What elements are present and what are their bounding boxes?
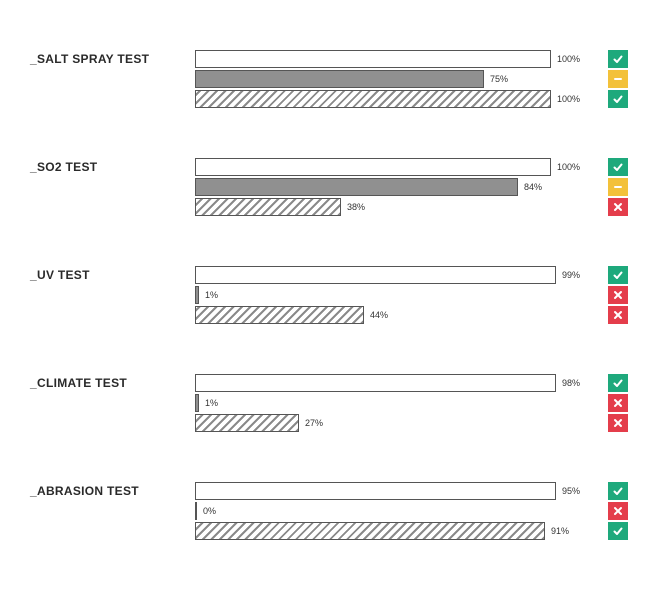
bar-fill xyxy=(195,502,197,520)
bars-column: 98% 1% 27% xyxy=(195,374,580,434)
bar-fill xyxy=(195,266,556,284)
check-icon xyxy=(608,90,628,108)
test-group: _CLIMATE TEST 98% 1% 27% xyxy=(30,374,638,434)
bar-track xyxy=(195,50,551,68)
bar-value-label: 98% xyxy=(562,378,580,388)
bar-value-label: 0% xyxy=(203,506,216,516)
dash-icon xyxy=(608,70,628,88)
status-column xyxy=(608,266,638,326)
status-column xyxy=(608,482,638,542)
bar-value-label: 100% xyxy=(557,162,580,172)
bar-track xyxy=(195,286,199,304)
check-icon xyxy=(608,158,628,176)
bar-fill xyxy=(195,522,545,540)
bar-fill xyxy=(195,306,364,324)
bar-track xyxy=(195,266,556,284)
chart-root: _SALT SPRAY TEST100%75%100%_SO2 TEST100%… xyxy=(30,50,638,542)
bar-fill xyxy=(195,70,484,88)
cross-icon xyxy=(608,306,628,324)
bars-column: 100% 75% 100% xyxy=(195,50,580,110)
bar-track xyxy=(195,394,199,412)
bar-track xyxy=(195,90,551,108)
bar-track xyxy=(195,70,484,88)
bar-row: 1% xyxy=(195,394,580,412)
bar-fill xyxy=(195,374,556,392)
status-column xyxy=(608,158,638,218)
bar-value-label: 27% xyxy=(305,418,323,428)
status-column xyxy=(608,50,638,110)
bar-value-label: 44% xyxy=(370,310,388,320)
test-group: _ABRASION TEST 95% 0% 91% xyxy=(30,482,638,542)
check-icon xyxy=(608,374,628,392)
bar-row: 100% xyxy=(195,50,580,68)
bar-track xyxy=(195,414,299,432)
cross-icon xyxy=(608,502,628,520)
cross-icon xyxy=(608,198,628,216)
check-icon xyxy=(608,482,628,500)
cross-icon xyxy=(608,286,628,304)
bar-row: 75% xyxy=(195,70,580,88)
test-label: _ABRASION TEST xyxy=(30,482,195,498)
check-icon xyxy=(608,522,628,540)
bar-track xyxy=(195,178,518,196)
bar-value-label: 91% xyxy=(551,526,569,536)
bar-fill xyxy=(195,286,199,304)
bars-column: 95% 0% 91% xyxy=(195,482,580,542)
test-label: _CLIMATE TEST xyxy=(30,374,195,390)
status-column xyxy=(608,374,638,434)
test-group: _UV TEST 99% 1% 44% xyxy=(30,266,638,326)
bar-track xyxy=(195,502,197,520)
bar-value-label: 95% xyxy=(562,486,580,496)
bar-value-label: 100% xyxy=(557,94,580,104)
bar-value-label: 100% xyxy=(557,54,580,64)
bar-value-label: 99% xyxy=(562,270,580,280)
bar-fill xyxy=(195,414,299,432)
bar-fill xyxy=(195,50,551,68)
bar-row: 95% xyxy=(195,482,580,500)
bar-row: 99% xyxy=(195,266,580,284)
bar-track xyxy=(195,306,364,324)
bar-value-label: 75% xyxy=(490,74,508,84)
test-label: _SO2 TEST xyxy=(30,158,195,174)
cross-icon xyxy=(608,394,628,412)
bar-row: 0% xyxy=(195,502,580,520)
bars-column: 99% 1% 44% xyxy=(195,266,580,326)
bar-row: 100% xyxy=(195,158,580,176)
check-icon xyxy=(608,50,628,68)
bar-fill xyxy=(195,90,551,108)
bar-value-label: 84% xyxy=(524,182,542,192)
bar-fill xyxy=(195,394,199,412)
test-label: _SALT SPRAY TEST xyxy=(30,50,195,66)
bar-track xyxy=(195,374,556,392)
bar-track xyxy=(195,198,341,216)
test-group: _SO2 TEST 100% 84% 38% xyxy=(30,158,638,218)
bar-fill xyxy=(195,482,556,500)
bar-value-label: 1% xyxy=(205,398,218,408)
bar-row: 100% xyxy=(195,90,580,108)
bar-track xyxy=(195,482,556,500)
test-label: _UV TEST xyxy=(30,266,195,282)
dash-icon xyxy=(608,178,628,196)
bar-fill xyxy=(195,198,341,216)
bars-column: 100% 84% 38% xyxy=(195,158,580,218)
test-group: _SALT SPRAY TEST 100% 75% 100% xyxy=(30,50,638,110)
bar-value-label: 1% xyxy=(205,290,218,300)
bar-value-label: 38% xyxy=(347,202,365,212)
bar-row: 44% xyxy=(195,306,580,324)
check-icon xyxy=(608,266,628,284)
bar-fill xyxy=(195,178,518,196)
bar-track xyxy=(195,522,545,540)
cross-icon xyxy=(608,414,628,432)
bar-row: 98% xyxy=(195,374,580,392)
bar-fill xyxy=(195,158,551,176)
bar-track xyxy=(195,158,551,176)
bar-row: 38% xyxy=(195,198,580,216)
bar-row: 91% xyxy=(195,522,580,540)
bar-row: 84% xyxy=(195,178,580,196)
bar-row: 27% xyxy=(195,414,580,432)
bar-row: 1% xyxy=(195,286,580,304)
